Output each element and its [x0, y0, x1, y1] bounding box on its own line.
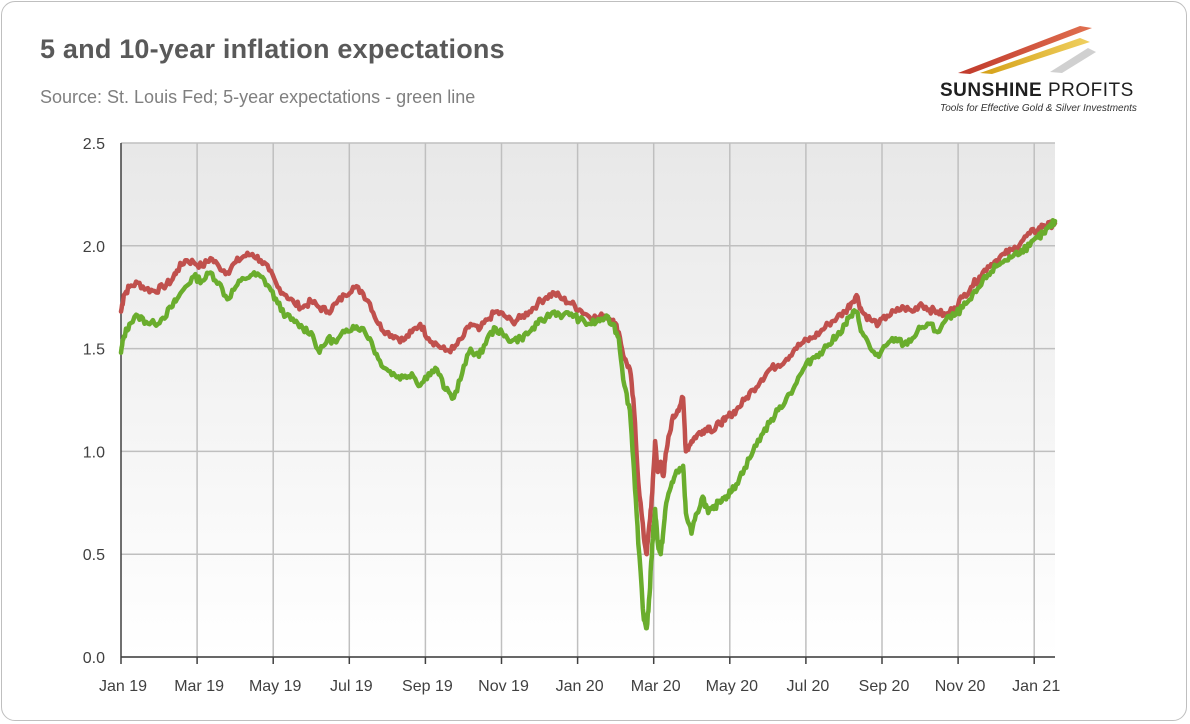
x-tick-label: Jan 19: [99, 678, 147, 695]
x-tick-label: Jul 19: [330, 678, 373, 695]
x-tick-label: May 19: [249, 678, 302, 695]
x-tick-label: Jul 20: [787, 678, 830, 695]
series-lines: [118, 217, 1058, 631]
chart-subtitle: Source: St. Louis Fed; 5-year expectatio…: [40, 87, 476, 107]
axes: [120, 143, 1055, 664]
y-axis-labels: 0.0 0.5 1.0 1.5 2.0 2.5: [83, 136, 105, 667]
logo-tagline: Tools for Effective Gold & Silver Invest…: [940, 103, 1137, 114]
x-tick-label: Mar 19: [174, 678, 224, 695]
y-tick-label: 1.5: [83, 342, 105, 359]
x-tick-label: Jan 20: [556, 678, 604, 695]
series-line-5y: [118, 217, 1058, 631]
plot-area: [121, 143, 1055, 657]
x-tick-label: May 20: [706, 678, 759, 695]
y-tick-label: 1.0: [83, 444, 105, 461]
logo-swoosh-icon: [958, 26, 1096, 74]
y-tick-label: 2.0: [83, 239, 105, 256]
series-line-10y: [118, 219, 1058, 557]
x-tick-label: Jan 21: [1012, 678, 1060, 695]
x-tick-label: Nov 19: [478, 678, 529, 695]
logo-wordmark: SUNSHINE PROFITS: [940, 80, 1134, 102]
y-tick-label: 0.0: [83, 650, 105, 667]
x-tick-label: Mar 20: [631, 678, 681, 695]
x-tick-label: Sep 19: [402, 678, 453, 695]
x-axis-labels: Jan 19 Mar 19 May 19 Jul 19 Sep 19 Nov 19 Jan …: [99, 678, 1060, 695]
y-tick-label: 2.5: [83, 136, 105, 153]
x-tick-label: Sep 20: [859, 678, 910, 695]
y-tick-label: 0.5: [83, 547, 105, 564]
x-tick-label: Nov 20: [935, 678, 986, 695]
sunshine-profits-logo: SUNSHINE PROFITS Tools for Effective Gol…: [930, 18, 1170, 118]
chart-title: 5 and 10-year inflation expectations: [40, 34, 505, 64]
logo-name-bold: SUNSHINE: [940, 80, 1043, 101]
logo-name-rest: PROFITS: [1042, 80, 1134, 101]
